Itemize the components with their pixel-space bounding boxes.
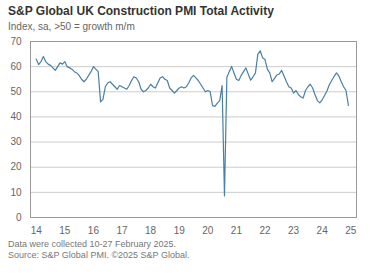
svg-text:30: 30 (10, 136, 22, 147)
svg-text:17: 17 (116, 225, 128, 236)
svg-text:23: 23 (288, 225, 300, 236)
svg-text:21: 21 (231, 225, 243, 236)
svg-text:20: 20 (202, 225, 214, 236)
html-text:S&P Global UK Construction PMI: S&P Global UK Construction PMI Total Act… (8, 4, 274, 18)
svg-text:60: 60 (10, 61, 22, 72)
svg-text:16: 16 (88, 225, 100, 236)
svg-text:70: 70 (10, 36, 22, 47)
svg-text:14: 14 (31, 225, 43, 236)
html-text:Index, sa, >50 = growth m/m: Index, sa, >50 = growth m/m (8, 21, 135, 32)
svg-text:40: 40 (10, 111, 22, 122)
svg-text:19: 19 (174, 225, 186, 236)
svg-text:24: 24 (317, 225, 329, 236)
svg-text:10: 10 (10, 187, 22, 198)
html-text:Source: S&P Global PMI. ©2025: Source: S&P Global PMI. ©2025 S&P Global… (8, 250, 190, 260)
html-text:Data were collected 10-27 Febr: Data were collected 10-27 February 2025. (8, 239, 177, 249)
svg-text:15: 15 (59, 225, 71, 236)
svg-text:20: 20 (10, 161, 22, 172)
svg-text:18: 18 (145, 225, 157, 236)
svg-text:50: 50 (10, 86, 22, 97)
svg-text:25: 25 (345, 225, 357, 236)
svg-text:0: 0 (16, 212, 22, 223)
svg-text:22: 22 (259, 225, 271, 236)
